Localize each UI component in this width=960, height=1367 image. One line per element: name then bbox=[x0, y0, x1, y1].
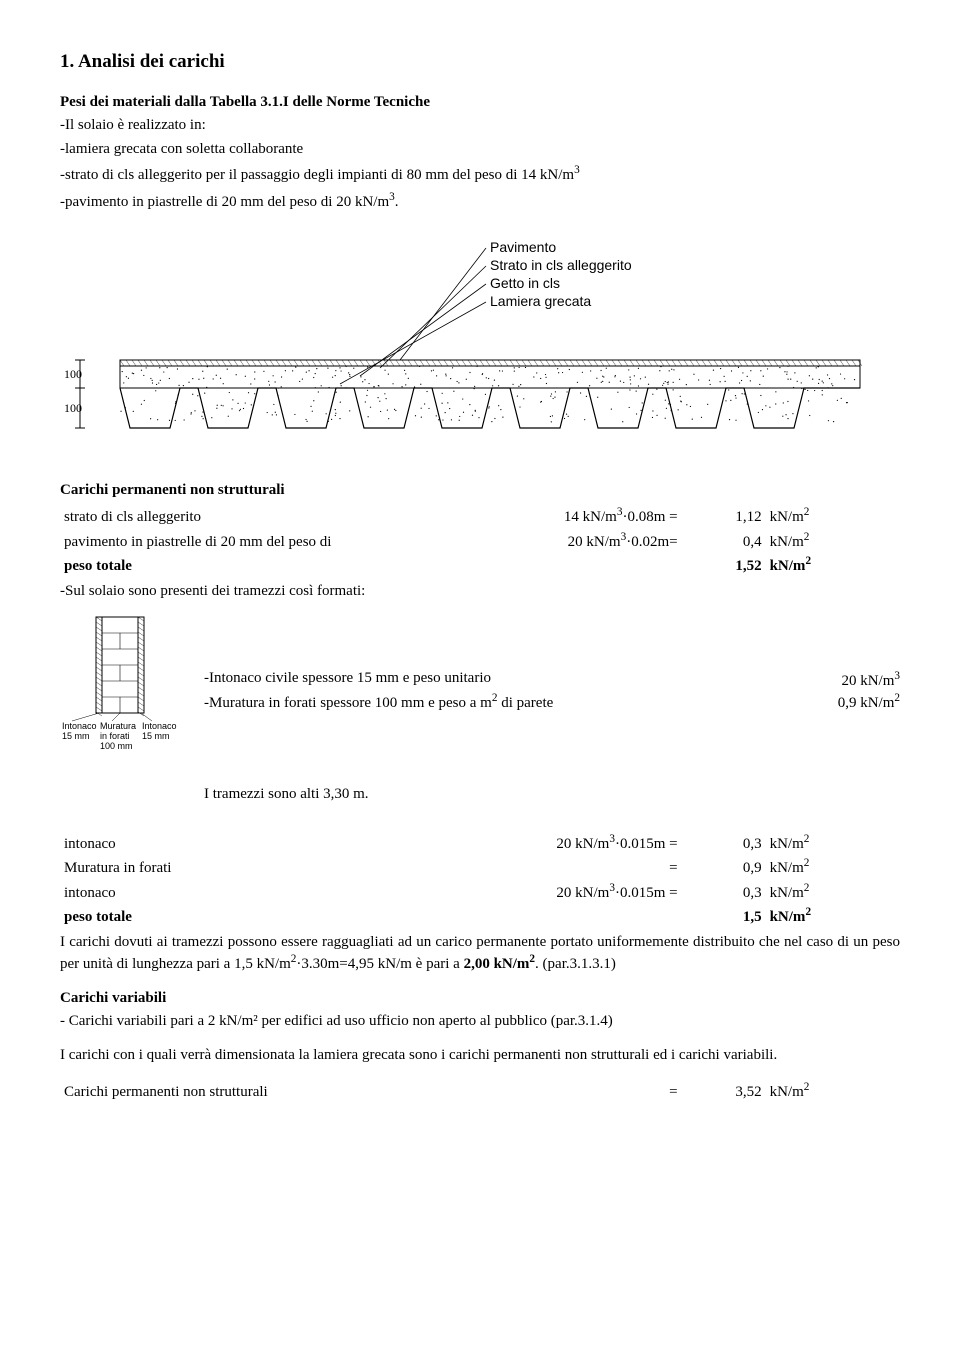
perm-table: strato di cls alleggerito14 kN/m3·0.08m … bbox=[60, 504, 900, 578]
final-row: Carichi permanenti non strutturali=3,52k… bbox=[60, 1079, 900, 1104]
svg-text:Muratura: Muratura bbox=[100, 721, 136, 731]
dim-para: I carichi con i quali verrà dimensionata… bbox=[60, 1046, 900, 1066]
table-row: pavimento in piastrelle di 20 mm del pes… bbox=[60, 529, 900, 554]
table-row: Muratura in forati=0,9kN/m2 bbox=[60, 855, 900, 880]
tram-table: intonaco20 kN/m3·0.015m =0,3kN/m2Muratur… bbox=[60, 831, 900, 929]
svg-text:15 mm: 15 mm bbox=[142, 731, 170, 741]
wall-diagram: Intonaco15 mmMuraturain forati100 mmInto… bbox=[60, 611, 180, 771]
intro-line: -strato di cls alleggerito per il passag… bbox=[60, 163, 900, 186]
svg-text:Getto in cls: Getto in cls bbox=[490, 275, 560, 291]
table-row: intonaco20 kN/m3·0.015m =0,3kN/m2 bbox=[60, 880, 900, 905]
tram-para: I carichi dovuti ai tramezzi possono ess… bbox=[60, 933, 900, 975]
table-row: intonaco20 kN/m3·0.015m =0,3kN/m2 bbox=[60, 831, 900, 856]
table-row: strato di cls alleggerito14 kN/m3·0.08m … bbox=[60, 504, 900, 529]
svg-text:15 mm: 15 mm bbox=[62, 731, 90, 741]
table-total: peso totale1,52kN/m2 bbox=[60, 553, 900, 578]
svg-text:Strato in cls alleggerito: Strato in cls alleggerito bbox=[490, 257, 632, 273]
var-head: Carichi variabili bbox=[60, 989, 900, 1009]
intro-line: -lamiera grecata con soletta collaborant… bbox=[60, 140, 900, 160]
svg-text:Intonaco: Intonaco bbox=[142, 721, 177, 731]
svg-text:Intonaco: Intonaco bbox=[62, 721, 97, 731]
wall-item: -Intonaco civile spessore 15 mm e peso u… bbox=[204, 669, 900, 692]
table-total: peso totale1,5kN/m2 bbox=[60, 904, 900, 929]
svg-text:Lamiera grecata: Lamiera grecata bbox=[490, 293, 591, 309]
intro-head: Pesi dei materiali dalla Tabella 3.1.I d… bbox=[60, 93, 900, 113]
perm-head: Carichi permanenti non strutturali bbox=[60, 481, 900, 501]
svg-text:100 mm: 100 mm bbox=[100, 741, 133, 751]
svg-text:100: 100 bbox=[64, 367, 82, 381]
intro-line: -Il solaio è realizzato in: bbox=[60, 116, 900, 136]
var-line: - Carichi variabili pari a 2 kN/m² per e… bbox=[60, 1012, 900, 1032]
intro-line: -pavimento in piastrelle di 20 mm del pe… bbox=[60, 190, 900, 213]
table-row: Carichi permanenti non strutturali=3,52k… bbox=[60, 1079, 900, 1104]
wall-item: -Muratura in forati spessore 100 mm e pe… bbox=[204, 691, 900, 714]
page-title: 1. Analisi dei carichi bbox=[60, 50, 900, 75]
svg-text:in forati: in forati bbox=[100, 731, 130, 741]
wall-block: Intonaco15 mmMuraturain forati100 mmInto… bbox=[60, 611, 900, 771]
svg-text:Pavimento: Pavimento bbox=[490, 239, 556, 255]
slab-diagram: Pavimento Strato in cls alleggerito Getto … bbox=[60, 230, 900, 467]
sul-line: -Sul solaio sono presenti dei tramezzi c… bbox=[60, 582, 900, 602]
wall-note-block: I tramezzi sono alti 3,30 m. bbox=[60, 781, 900, 809]
svg-text:100: 100 bbox=[64, 401, 82, 415]
wall-note: I tramezzi sono alti 3,30 m. bbox=[204, 785, 369, 805]
